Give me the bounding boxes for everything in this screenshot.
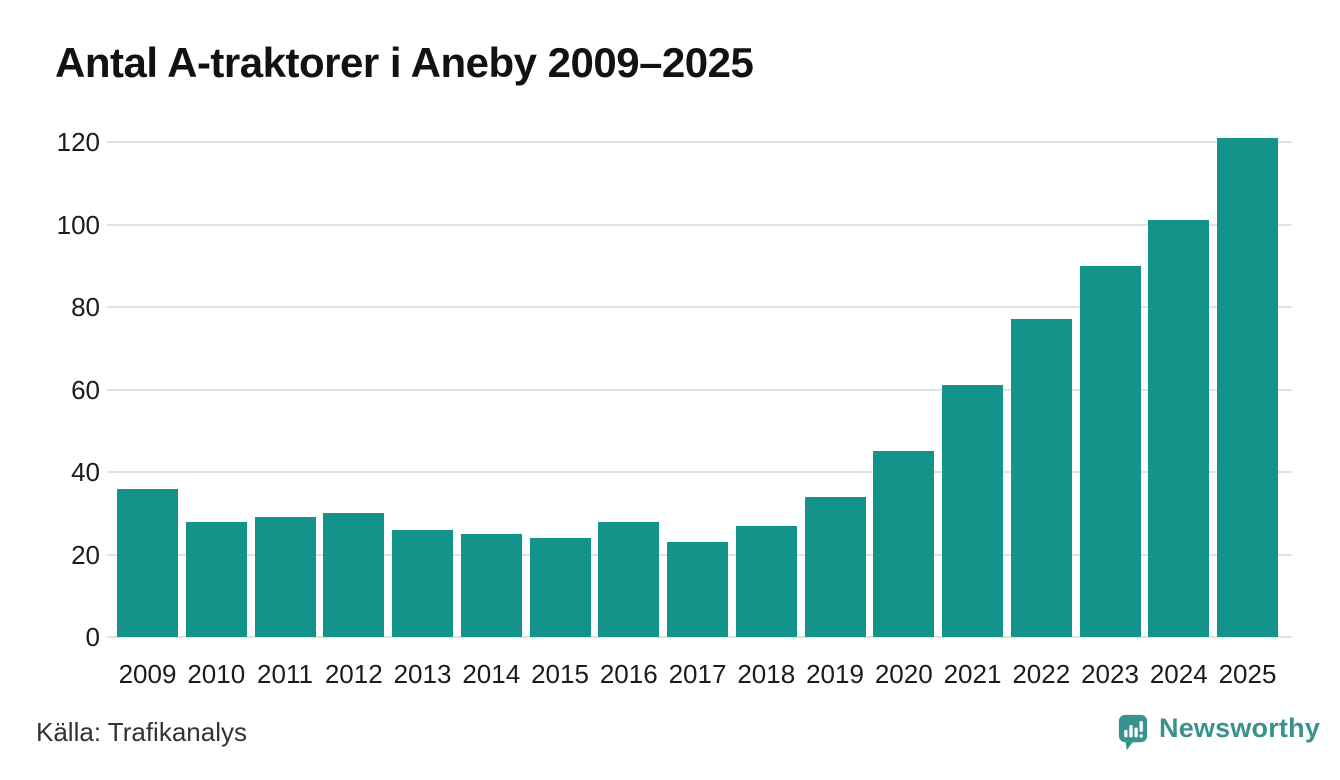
gridline-80 xyxy=(107,306,1292,308)
bar-2020 xyxy=(873,451,935,637)
y-tick-label-80: 80 xyxy=(71,292,100,322)
x-tick-label-2021: 2021 xyxy=(943,659,1002,689)
y-tick-label-20: 20 xyxy=(71,539,100,570)
x-tick-label-2024: 2024 xyxy=(1149,659,1208,689)
gridline-120 xyxy=(107,141,1292,143)
y-tick-label-0: 0 xyxy=(85,622,100,652)
gridline-60 xyxy=(107,388,1292,391)
y-tick-label-120: 120 xyxy=(56,127,100,157)
bar-2017 xyxy=(667,542,728,637)
y-tick-label-100: 100 xyxy=(56,209,100,240)
bar-2009 xyxy=(117,488,178,637)
bar-2021 xyxy=(942,385,1003,637)
x-tick-label-2022: 2022 xyxy=(1012,659,1071,689)
gridline-40 xyxy=(107,471,1292,473)
x-tick-label-2018: 2018 xyxy=(737,659,796,689)
x-tick-label-2023: 2023 xyxy=(1081,659,1139,689)
x-tick-label-2009: 2009 xyxy=(118,659,177,689)
bar-2022 xyxy=(1010,319,1072,637)
newsworthy-logo-icon xyxy=(1118,714,1148,751)
bar-2019 xyxy=(804,496,866,637)
bar-2025 xyxy=(1217,137,1278,637)
x-tick-label-2019: 2019 xyxy=(806,659,864,689)
brand-logo: Newsworthy xyxy=(1118,710,1328,754)
x-tick-label-2016: 2016 xyxy=(599,659,658,689)
brand-wordmark: Newsworthy xyxy=(1159,713,1321,743)
bar-2015 xyxy=(529,538,591,637)
chart-title: Antal A-traktorer i Aneby 2009–2025 xyxy=(55,39,754,86)
gridline-0 xyxy=(107,636,1292,638)
x-tick-label-2020: 2020 xyxy=(874,659,933,689)
bar-2012 xyxy=(323,513,385,637)
source-note: Källa: Trafikanalys xyxy=(36,717,247,747)
x-tick-label-2015: 2015 xyxy=(531,659,589,689)
x-tick-label-2010: 2010 xyxy=(187,659,246,689)
bar-2014 xyxy=(460,533,522,637)
y-tick-label-40: 40 xyxy=(71,457,100,487)
y-tick-label-60: 60 xyxy=(71,374,100,405)
bar-2010 xyxy=(185,521,247,637)
x-tick-label-2014: 2014 xyxy=(462,659,521,689)
bar-2018 xyxy=(735,525,797,637)
x-tick-label-2025: 2025 xyxy=(1218,659,1277,689)
bar-2024 xyxy=(1148,220,1210,637)
bar-2023 xyxy=(1079,265,1141,637)
x-tick-label-2012: 2012 xyxy=(324,659,383,689)
bar-2011 xyxy=(254,517,316,637)
x-tick-label-2011: 2011 xyxy=(257,659,313,689)
x-tick-label-2013: 2013 xyxy=(393,659,452,689)
x-tick-label-2017: 2017 xyxy=(668,659,727,689)
gridline-100 xyxy=(107,223,1292,226)
bar-2016 xyxy=(598,521,660,637)
bar-2013 xyxy=(392,529,453,637)
